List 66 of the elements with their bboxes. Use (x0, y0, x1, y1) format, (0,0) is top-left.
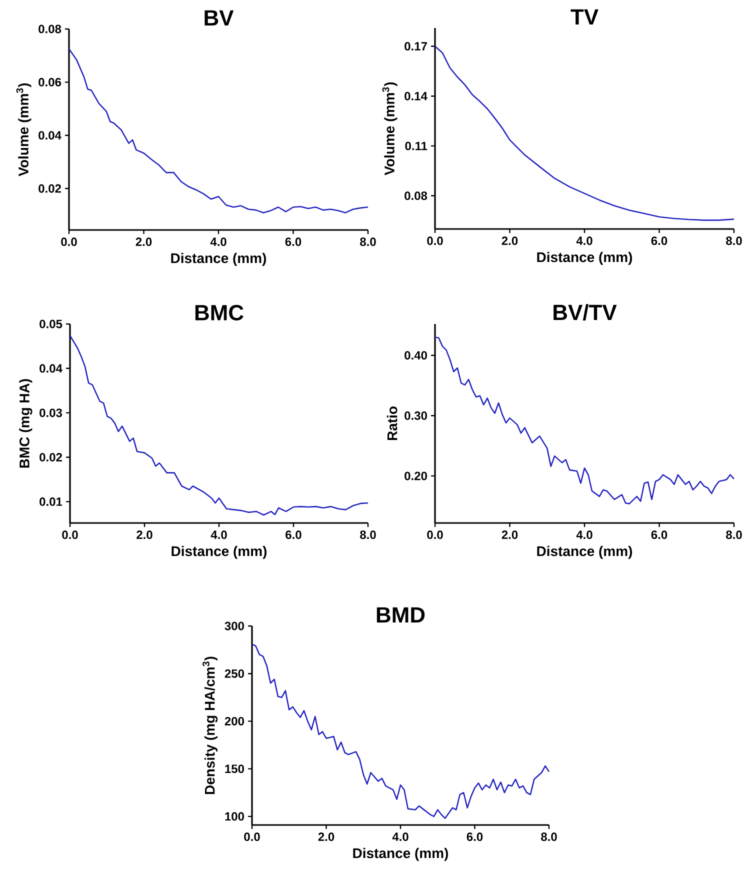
y-tick-label: 0.17 (404, 42, 428, 51)
y-tick-label: 0.08 (404, 192, 428, 200)
y-tick-label: 0.04 (40, 364, 63, 373)
x-tick-label: 8.0 (360, 530, 376, 540)
line-series (70, 334, 369, 516)
x-axis-title: Distance (mm) (353, 848, 448, 861)
x-tick-label: 2.0 (502, 236, 518, 246)
y-tick-label: 0.01 (40, 497, 62, 506)
x-tick-label: 8.0 (360, 238, 376, 246)
y-tick-label: 0.05 (40, 320, 62, 328)
y-axis-title: Density (mg HA/cm$^{3}$) (202, 656, 218, 794)
line-series (434, 46, 735, 221)
x-tick-label: 0.0 (427, 236, 444, 246)
x-tick-label: 4.0 (576, 236, 593, 246)
x-tick-label: 4.0 (210, 238, 227, 246)
y-axis-title: Ratio (387, 406, 398, 440)
x-tick-label: 6.0 (286, 530, 302, 540)
chart-title: BMC (196, 304, 244, 320)
x-tick-label: 4.0 (211, 530, 227, 540)
x-tick-label: 8.0 (541, 832, 558, 842)
x-tick-label: 0.0 (62, 530, 78, 540)
x-tick-label: 6.0 (652, 530, 668, 540)
y-tick-label: 0.40 (404, 351, 428, 360)
x-tick-label: 2.0 (502, 530, 518, 540)
y-tick-label: 200 (225, 716, 244, 726)
x-tick-label: 0.0 (244, 832, 260, 842)
x-axis-title: Distance (mm) (171, 252, 266, 266)
y-tick-label: 300 (224, 622, 244, 630)
x-tick-label: 6.0 (652, 236, 668, 246)
y-tick-label: 0.08 (38, 24, 62, 34)
x-tick-label: 6.0 (467, 832, 483, 842)
x-tick-label: 0.0 (61, 238, 78, 246)
line-series (68, 48, 369, 214)
y-tick-label: 0.06 (38, 78, 62, 86)
line-series (252, 643, 550, 819)
x-tick-label: 0.0 (427, 530, 444, 540)
x-tick-label: 2.0 (318, 832, 334, 842)
y-tick-label: 150 (225, 764, 244, 774)
chart-title: BV/TV (554, 304, 617, 320)
y-tick-label: 0.02 (40, 453, 62, 462)
chart-title: TV (570, 9, 599, 24)
y-tick-label: 0.20 (404, 472, 428, 480)
chart-title: BMD (377, 607, 425, 622)
y-axis-title: BMC (mg HA) (19, 379, 32, 468)
x-axis-title: Distance (mm) (537, 546, 632, 559)
y-tick-label: 0.04 (38, 131, 62, 140)
line-series (434, 336, 735, 504)
y-tick-label: 0.30 (404, 411, 428, 420)
x-tick-label: 2.0 (136, 530, 152, 540)
x-axis-title: Distance (mm) (537, 252, 632, 265)
x-tick-label: 6.0 (286, 238, 302, 246)
y-axis-title: Volume (mm$^{3}$) (382, 82, 398, 176)
x-tick-label: 8.0 (726, 236, 742, 246)
y-axis-title: Volume (mm$^{3}$) (16, 83, 32, 176)
x-tick-label: 4.0 (576, 530, 593, 540)
x-tick-label: 8.0 (726, 530, 742, 540)
x-tick-label: 4.0 (392, 832, 409, 842)
y-tick-label: 0.14 (404, 92, 428, 100)
x-axis-title: Distance (mm) (172, 546, 267, 559)
y-tick-label: 100 (225, 812, 244, 821)
y-tick-label: 0.02 (38, 184, 62, 193)
x-tick-label: 2.0 (136, 238, 152, 246)
y-tick-label: 250 (225, 669, 244, 678)
y-tick-label: 0.11 (405, 142, 428, 150)
y-tick-label: 0.03 (40, 408, 62, 418)
chart-title: BV (204, 10, 234, 26)
